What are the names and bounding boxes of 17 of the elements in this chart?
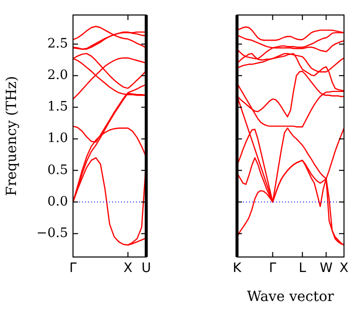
x-axis-title: Wave vector bbox=[247, 289, 334, 306]
x-tick-label: Γ bbox=[269, 261, 278, 276]
x-tick-label: L bbox=[298, 261, 307, 276]
y-tick-label: 2.0 bbox=[47, 68, 68, 84]
x-tick-label: U bbox=[141, 261, 151, 276]
y-tick-label: 0.5 bbox=[47, 162, 68, 178]
x-tick-label: K bbox=[232, 261, 242, 276]
y-tick-label: −0.5 bbox=[36, 226, 68, 241]
x-tick-label: Γ bbox=[69, 261, 78, 276]
x-tick-label: X bbox=[340, 261, 349, 276]
y-tick-label: 2.5 bbox=[47, 36, 68, 52]
y-tick-label: 1.0 bbox=[47, 131, 68, 146]
x-tick-label: X bbox=[123, 261, 132, 276]
y-tick-label: 1.5 bbox=[47, 100, 68, 115]
y-tick-label: 0.0 bbox=[47, 194, 68, 210]
y-axis-title: Frequency (THz) bbox=[4, 76, 20, 196]
x-tick-label: W bbox=[320, 261, 333, 276]
